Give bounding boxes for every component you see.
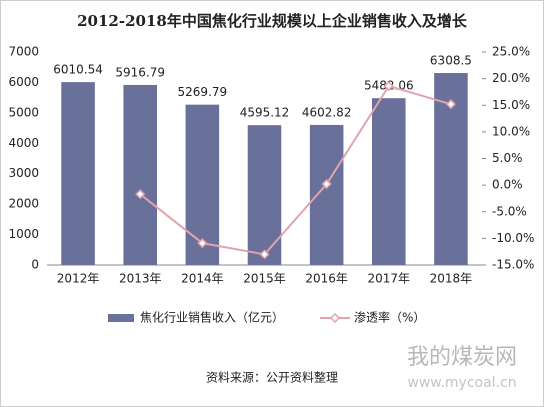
y2-tick-label: 15.0% (492, 98, 530, 112)
value-label: 6010.54 (53, 63, 103, 77)
legend-label: 焦化行业销售收入（亿元） (140, 310, 284, 325)
line (139, 84, 452, 256)
marker (383, 81, 394, 92)
bar (309, 124, 344, 265)
y2-tick-label: 0.0% (492, 178, 523, 192)
marker (259, 249, 270, 260)
x-tick-label: 2015年 (243, 272, 286, 286)
legend-label: 渗透率（%） (354, 310, 425, 325)
x-tick-label: 2016年 (305, 272, 348, 286)
marker (321, 178, 332, 190)
bar (372, 98, 406, 265)
value-label: 5269.79 (178, 85, 228, 99)
y2-tick-label: 10.0% (492, 124, 530, 138)
x-tick-label: 2018年 (430, 272, 473, 286)
legend-swatch (108, 314, 134, 322)
x-tick-label: 2017年 (368, 272, 411, 286)
y2-tick-label: -15.0% (492, 258, 534, 272)
bar (123, 84, 157, 265)
bar (247, 125, 282, 265)
y-tick-label: 1000 (8, 227, 39, 241)
y2-tick-label: -10.0% (492, 231, 534, 245)
watermark-name: 我的煤炭网 (407, 345, 517, 370)
y-tick-label: 5000 (8, 105, 39, 119)
y-tick-label: 7000 (8, 45, 39, 59)
value-label: 4595.12 (240, 106, 290, 120)
value-label: 5916.79 (115, 65, 165, 79)
marker (445, 99, 456, 110)
chart-title: 2012-2018年中国焦化行业规模以上企业销售收入及增长 (77, 12, 468, 30)
source: 资料来源：公开资料整理 (206, 370, 338, 385)
y-tick-label: 0 (31, 258, 39, 272)
y2-tick-label: 5.0% (492, 151, 523, 165)
y-tick-label: 4000 (8, 136, 39, 150)
watermark-url: www.mycoal.cn (407, 375, 516, 391)
x-tick-label: 2012年 (57, 272, 100, 286)
y-tick-label: 6000 (8, 75, 39, 89)
bar (61, 82, 95, 266)
value-label: 6308.5 (430, 54, 472, 68)
value-label: 4602.82 (302, 105, 352, 119)
y-tick-label: 2000 (8, 197, 39, 211)
x-tick-label: 2014年 (181, 272, 224, 286)
y2-tick-label: 25.0% (492, 45, 530, 59)
x-tick-label: 2013年 (119, 272, 162, 286)
y2-tick-label: -5.0% (492, 204, 527, 218)
y-tick-label: 3000 (8, 166, 39, 180)
marker (135, 189, 146, 200)
legend-marker (329, 312, 341, 324)
marker (197, 238, 208, 249)
y2-tick-label: 20.0% (492, 71, 530, 85)
